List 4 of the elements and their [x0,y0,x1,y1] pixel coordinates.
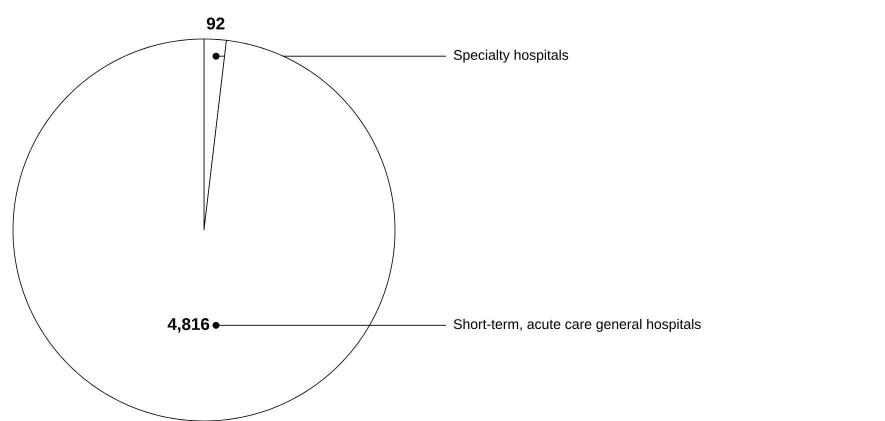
data-label: 4,816 [168,318,210,333]
data-label: 92 [206,18,224,30]
slice-label: Short-term, acute care general hospitals [454,318,701,332]
slice-label: Specialty hospitals [454,50,568,63]
